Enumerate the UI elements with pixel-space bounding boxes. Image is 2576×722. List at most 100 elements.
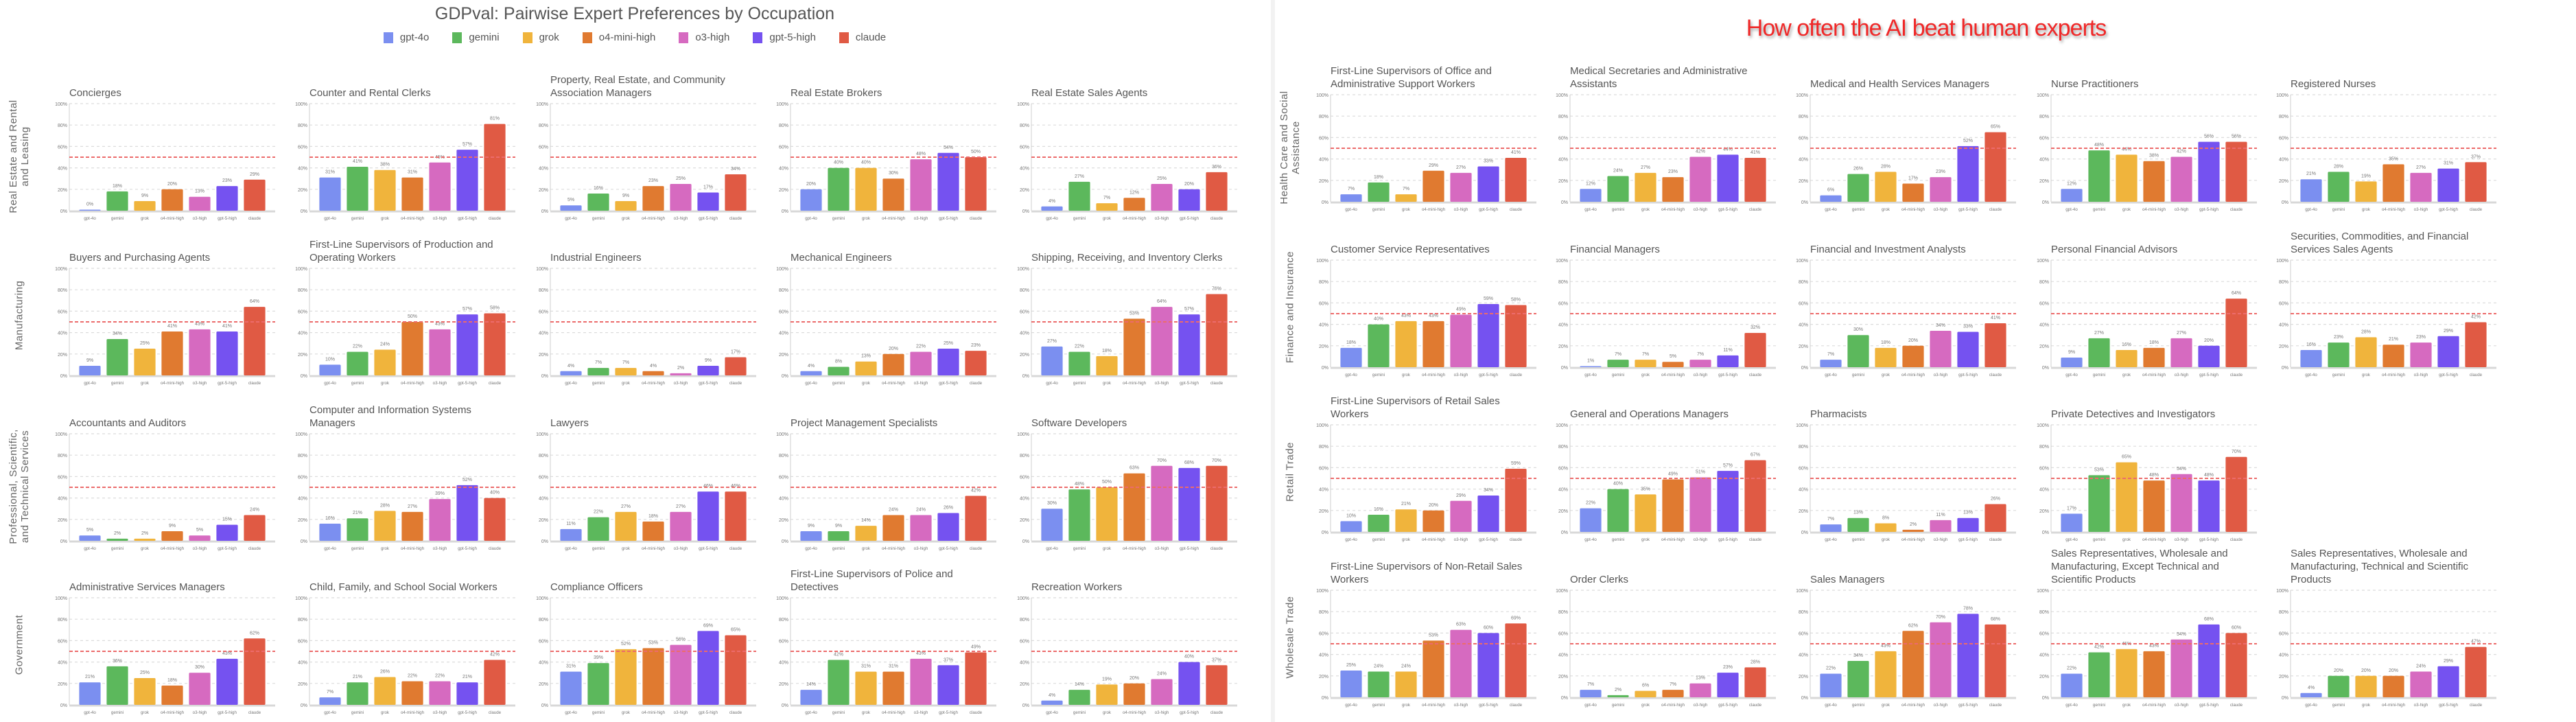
y-tick-label: 0% bbox=[782, 703, 788, 708]
chart-svg: 0% 20% 40% 60% 80% 100% 16% gpt-4o 21% gemini 28% g… bbox=[295, 432, 515, 551]
x-tick-label: o4-mini-high bbox=[2142, 207, 2166, 212]
bar-gemini bbox=[1068, 181, 1090, 211]
y-tick-label: 60% bbox=[1319, 301, 1328, 306]
y-tick-label: 80% bbox=[1558, 610, 1568, 615]
chart-title: Medical and Health Services Managers bbox=[1810, 78, 1989, 90]
x-tick-label: o3-high bbox=[1934, 207, 1948, 212]
bar-gpt-5-high bbox=[216, 658, 238, 705]
x-tick-label: gpt-4o bbox=[805, 216, 817, 221]
x-tick-label: grok bbox=[622, 381, 631, 386]
y-tick-label: 20% bbox=[779, 353, 788, 358]
data-label: 24% bbox=[916, 508, 926, 513]
panel-divider bbox=[1271, 0, 1275, 722]
y-tick-label: 80% bbox=[1319, 445, 1328, 450]
chart-svg: 0% 20% 40% 60% 80% 100% 31% gpt-4o 39% gemini 52% g… bbox=[536, 596, 756, 715]
bar-o3-high bbox=[189, 196, 211, 211]
y-tick-label: 20% bbox=[2039, 675, 2049, 679]
y-tick-label: 60% bbox=[1558, 301, 1568, 306]
data-label: 27% bbox=[1641, 165, 1650, 170]
bar-o3-high bbox=[910, 658, 932, 705]
data-label: 78% bbox=[1963, 606, 1973, 611]
bar-chart: Software Developers 0% 20% 40% 60% 80% 100% 30%… bbox=[1014, 417, 1247, 555]
x-tick-label: gpt-4o bbox=[565, 710, 577, 715]
x-tick-label: gpt-4o bbox=[84, 381, 96, 386]
x-tick-label: claude bbox=[2470, 207, 2483, 212]
bar-claude bbox=[1744, 460, 1766, 532]
data-label: 27% bbox=[621, 504, 631, 509]
bar-o4-mini-high bbox=[2382, 164, 2404, 202]
bar-gemini bbox=[587, 368, 609, 375]
y-tick-label: 20% bbox=[539, 188, 548, 193]
y-tick-label: 60% bbox=[58, 145, 67, 150]
data-label: 24% bbox=[1613, 169, 1623, 174]
x-tick-label: o4-mini-high bbox=[1422, 373, 1446, 377]
data-label: 19% bbox=[1102, 677, 1112, 682]
data-label: 40% bbox=[1374, 317, 1383, 322]
sector-label: Government bbox=[13, 614, 25, 675]
bar-o4-mini-high bbox=[1422, 510, 1444, 532]
bar-claude bbox=[2225, 456, 2247, 532]
y-tick-label: 40% bbox=[539, 661, 548, 666]
y-tick-label: 20% bbox=[1319, 675, 1328, 679]
y-tick-label: 40% bbox=[2039, 323, 2049, 328]
y-tick-label: 80% bbox=[539, 288, 548, 293]
x-tick-label: o4-mini-high bbox=[2142, 373, 2166, 377]
x-tick-label: gemini bbox=[1372, 207, 1385, 212]
y-tick-label: 100% bbox=[55, 596, 67, 601]
data-label: 17% bbox=[703, 185, 713, 189]
chart-svg: 0% 20% 40% 60% 80% 100% 16% gpt-4o 23% gemini 28% g… bbox=[2276, 259, 2496, 377]
data-label: 54% bbox=[2177, 467, 2186, 471]
bar-o4-mini-high bbox=[1422, 321, 1444, 367]
x-tick-label: gpt-5-high bbox=[939, 216, 958, 221]
x-tick-label: o3-high bbox=[674, 216, 688, 221]
bar-gemini bbox=[1368, 182, 1390, 202]
x-tick-label: o4-mini-high bbox=[1661, 703, 1685, 708]
bar-claude bbox=[1984, 132, 2006, 202]
legend-swatch bbox=[452, 32, 462, 43]
data-label: 1% bbox=[1587, 358, 1594, 363]
chart-title: Registered Nurses bbox=[2291, 78, 2376, 90]
bar-o4-mini-high bbox=[642, 371, 664, 375]
y-tick-label: 20% bbox=[779, 188, 788, 193]
bar-gemini bbox=[347, 682, 368, 705]
x-tick-label: o3-high bbox=[433, 710, 447, 715]
data-label: 64% bbox=[250, 299, 259, 304]
chart-svg: 0% 20% 40% 60% 80% 100% 25% gpt-4o 24% gemini 24% g… bbox=[1316, 589, 1536, 708]
bar-gpt-5-high bbox=[1178, 189, 1200, 211]
bar-gpt-5-high bbox=[216, 186, 238, 211]
bar-chart: Pharmacists 0% 20% 40% 60% 80% 100% 7% gpt-4o 13%… bbox=[1792, 408, 2026, 546]
x-tick-label: gpt-5-high bbox=[699, 381, 718, 386]
data-label: 20% bbox=[1429, 503, 1438, 508]
y-tick-label: 40% bbox=[2279, 323, 2288, 328]
x-tick-label: o3-high bbox=[193, 710, 207, 715]
x-tick-label: o4-mini-high bbox=[161, 216, 185, 221]
bar-o4-mini-high bbox=[1123, 198, 1145, 211]
y-tick-label: 60% bbox=[58, 475, 67, 480]
bar-o4-mini-high bbox=[1902, 631, 1924, 697]
data-label: 2% bbox=[1615, 688, 1621, 692]
data-label: 57% bbox=[1184, 307, 1194, 312]
data-label: 58% bbox=[490, 306, 500, 311]
data-label: 43% bbox=[916, 651, 926, 656]
data-label: 20% bbox=[2389, 668, 2398, 673]
bar-claude bbox=[1984, 624, 2006, 697]
y-tick-label: 20% bbox=[539, 518, 548, 523]
bar-gpt-4o bbox=[1580, 189, 1602, 202]
data-label: 44% bbox=[1723, 147, 1733, 152]
y-tick-label: 80% bbox=[539, 618, 548, 622]
x-tick-label: claude bbox=[1989, 207, 2002, 212]
bar-grok bbox=[2355, 181, 2377, 202]
y-tick-label: 20% bbox=[779, 518, 788, 523]
chart-title: First-Line Supervisors of Non-Retail Sal… bbox=[1331, 561, 1523, 585]
x-tick-label: gpt-5-high bbox=[1718, 373, 1737, 377]
bar-chart: Medical Secretaries and Administrative A… bbox=[1552, 65, 1785, 216]
bar-grok bbox=[855, 167, 877, 211]
y-tick-label: 60% bbox=[1558, 466, 1568, 471]
y-tick-label: 80% bbox=[539, 454, 548, 458]
bar-claude bbox=[965, 652, 987, 705]
legend-swatch bbox=[753, 32, 763, 43]
y-tick-label: 60% bbox=[539, 310, 548, 314]
y-tick-label: 60% bbox=[58, 639, 67, 644]
y-tick-label: 60% bbox=[298, 639, 307, 644]
bar-chart: First-Line Supervisors of Non-Retail Sal… bbox=[1313, 561, 1546, 711]
